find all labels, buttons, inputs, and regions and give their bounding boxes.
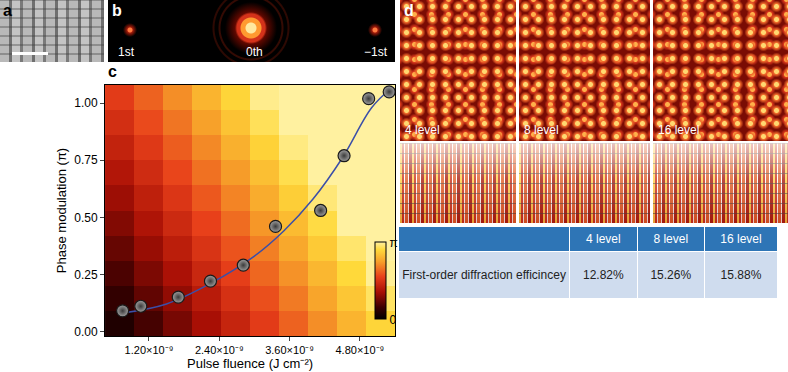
svg-text:1.00: 1.00 xyxy=(74,96,98,110)
html-text:First-order diffraction effici: First-order diffraction efficincey xyxy=(402,268,566,282)
html-text:12.82%: 12.82% xyxy=(583,268,624,282)
html-text:8 level: 8 level xyxy=(653,232,689,246)
svg-text:0.25: 0.25 xyxy=(74,268,98,282)
svg-text:0.75: 0.75 xyxy=(74,153,98,167)
svg-text:0.50: 0.50 xyxy=(74,211,98,225)
html-text:16 level: 16 level xyxy=(658,123,700,137)
html-text:1st: 1st xyxy=(118,45,134,59)
html-text:16 level: 16 level xyxy=(720,232,762,246)
svg-text:1.20×10⁻⁹: 1.20×10⁻⁹ xyxy=(125,344,174,356)
svg-text:4.80×10⁻⁹: 4.80×10⁻⁹ xyxy=(335,344,384,356)
svg-text:Phase modulation (π): Phase modulation (π) xyxy=(54,148,69,273)
svg-text:π: π xyxy=(389,236,397,250)
html-text:15.88%: 15.88% xyxy=(720,268,762,282)
html-text:8 level: 8 level xyxy=(524,123,559,137)
html-text:a: a xyxy=(3,2,12,19)
html-text:0th: 0th xyxy=(246,45,263,59)
html-text:−1st: −1st xyxy=(364,45,387,59)
html-text:15.26%: 15.26% xyxy=(650,268,692,282)
svg-text:0: 0 xyxy=(389,313,396,327)
svg-text:2.40×10⁻⁹: 2.40×10⁻⁹ xyxy=(195,344,244,356)
svg-text:Pulse fluence (J cm⁻²): Pulse fluence (J cm⁻²) xyxy=(187,356,313,371)
html-text:d: d xyxy=(404,2,414,19)
html-text:4 level: 4 level xyxy=(586,232,621,246)
svg-text:0.00: 0.00 xyxy=(74,325,98,339)
html-text:b: b xyxy=(112,2,122,19)
html-text:4 level: 4 level xyxy=(405,123,440,137)
svg-text:3.60×10⁻⁹: 3.60×10⁻⁹ xyxy=(265,344,314,356)
html-text:c: c xyxy=(108,63,117,80)
